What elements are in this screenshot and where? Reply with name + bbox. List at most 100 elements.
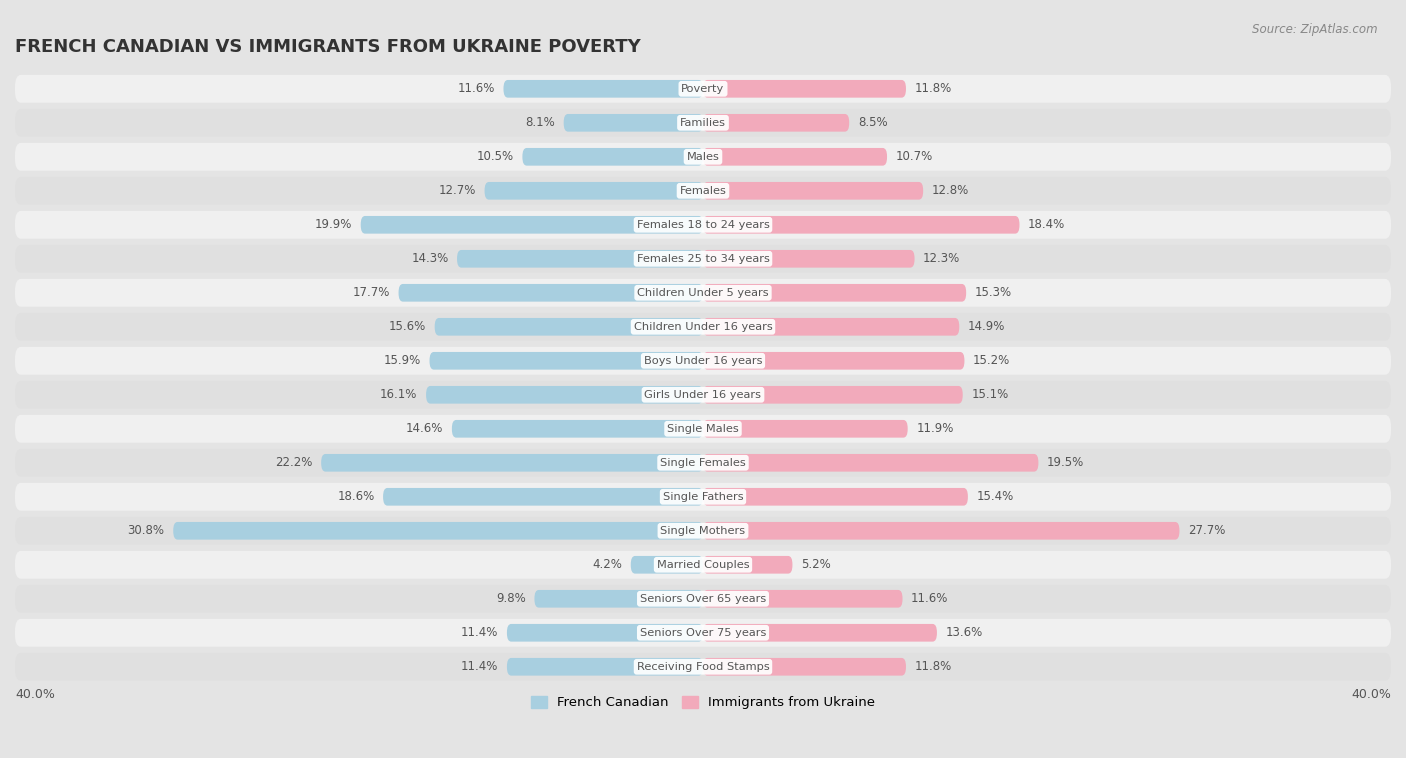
Text: Seniors Over 75 years: Seniors Over 75 years [640,628,766,637]
Text: Girls Under 16 years: Girls Under 16 years [644,390,762,399]
FancyBboxPatch shape [631,556,703,574]
FancyBboxPatch shape [703,556,793,574]
Text: 40.0%: 40.0% [1351,688,1391,701]
Text: 11.8%: 11.8% [914,83,952,96]
Text: Females: Females [679,186,727,196]
Text: 19.5%: 19.5% [1047,456,1084,469]
Text: 14.3%: 14.3% [411,252,449,265]
FancyBboxPatch shape [703,590,903,608]
Text: 19.9%: 19.9% [315,218,352,231]
FancyBboxPatch shape [15,551,1391,578]
FancyBboxPatch shape [451,420,703,437]
FancyBboxPatch shape [15,449,1391,477]
Text: 15.2%: 15.2% [973,354,1011,368]
FancyBboxPatch shape [508,624,703,641]
FancyBboxPatch shape [15,415,1391,443]
FancyBboxPatch shape [703,284,966,302]
FancyBboxPatch shape [321,454,703,471]
FancyBboxPatch shape [485,182,703,199]
FancyBboxPatch shape [508,658,703,675]
Text: 5.2%: 5.2% [801,559,831,572]
Text: 12.8%: 12.8% [932,184,969,197]
Text: Single Males: Single Males [666,424,740,434]
FancyBboxPatch shape [15,585,1391,612]
Text: Single Females: Single Females [661,458,745,468]
Text: Boys Under 16 years: Boys Under 16 years [644,356,762,366]
Text: Married Couples: Married Couples [657,559,749,570]
Text: 12.3%: 12.3% [924,252,960,265]
FancyBboxPatch shape [15,75,1391,103]
Text: 9.8%: 9.8% [496,592,526,606]
FancyBboxPatch shape [15,517,1391,545]
Text: Families: Families [681,117,725,128]
FancyBboxPatch shape [564,114,703,132]
Text: 15.6%: 15.6% [389,321,426,334]
Text: 11.6%: 11.6% [911,592,949,606]
FancyBboxPatch shape [398,284,703,302]
Text: 22.2%: 22.2% [276,456,312,469]
Text: 40.0%: 40.0% [15,688,55,701]
FancyBboxPatch shape [15,313,1391,341]
FancyBboxPatch shape [15,109,1391,136]
Text: 14.6%: 14.6% [406,422,443,435]
Text: Poverty: Poverty [682,84,724,94]
FancyBboxPatch shape [15,143,1391,171]
FancyBboxPatch shape [703,216,1019,233]
Text: 10.7%: 10.7% [896,150,934,163]
FancyBboxPatch shape [15,279,1391,307]
FancyBboxPatch shape [703,624,936,641]
Text: 11.6%: 11.6% [457,83,495,96]
Text: Single Fathers: Single Fathers [662,492,744,502]
FancyBboxPatch shape [434,318,703,336]
Text: Seniors Over 65 years: Seniors Over 65 years [640,594,766,604]
Text: 15.9%: 15.9% [384,354,420,368]
FancyBboxPatch shape [173,522,703,540]
FancyBboxPatch shape [534,590,703,608]
Text: 8.5%: 8.5% [858,116,887,130]
Text: 17.7%: 17.7% [353,287,389,299]
FancyBboxPatch shape [703,182,924,199]
Text: 13.6%: 13.6% [945,626,983,639]
Text: 8.1%: 8.1% [526,116,555,130]
FancyBboxPatch shape [15,619,1391,647]
Text: 4.2%: 4.2% [592,559,623,572]
FancyBboxPatch shape [703,420,908,437]
FancyBboxPatch shape [15,653,1391,681]
FancyBboxPatch shape [457,250,703,268]
Text: 11.9%: 11.9% [917,422,953,435]
Text: 18.4%: 18.4% [1028,218,1066,231]
Text: 10.5%: 10.5% [477,150,513,163]
FancyBboxPatch shape [382,488,703,506]
Text: Children Under 5 years: Children Under 5 years [637,288,769,298]
Legend: French Canadian, Immigrants from Ukraine: French Canadian, Immigrants from Ukraine [526,691,880,715]
FancyBboxPatch shape [15,177,1391,205]
Text: 11.4%: 11.4% [461,626,498,639]
Text: 27.7%: 27.7% [1188,525,1226,537]
Text: Males: Males [686,152,720,161]
Text: Children Under 16 years: Children Under 16 years [634,322,772,332]
FancyBboxPatch shape [703,522,1180,540]
FancyBboxPatch shape [523,148,703,166]
FancyBboxPatch shape [703,352,965,370]
Text: 30.8%: 30.8% [128,525,165,537]
FancyBboxPatch shape [503,80,703,98]
Text: Receiving Food Stamps: Receiving Food Stamps [637,662,769,672]
FancyBboxPatch shape [703,80,905,98]
FancyBboxPatch shape [703,114,849,132]
FancyBboxPatch shape [703,318,959,336]
Text: Source: ZipAtlas.com: Source: ZipAtlas.com [1253,23,1378,36]
Text: 14.9%: 14.9% [967,321,1005,334]
Text: 15.1%: 15.1% [972,388,1008,401]
Text: 12.7%: 12.7% [439,184,477,197]
FancyBboxPatch shape [703,148,887,166]
FancyBboxPatch shape [15,381,1391,409]
Text: 11.8%: 11.8% [914,660,952,673]
FancyBboxPatch shape [703,658,905,675]
FancyBboxPatch shape [15,483,1391,511]
FancyBboxPatch shape [703,250,914,268]
FancyBboxPatch shape [426,386,703,403]
Text: 18.6%: 18.6% [337,490,374,503]
FancyBboxPatch shape [703,454,1039,471]
Text: 16.1%: 16.1% [380,388,418,401]
Text: FRENCH CANADIAN VS IMMIGRANTS FROM UKRAINE POVERTY: FRENCH CANADIAN VS IMMIGRANTS FROM UKRAI… [15,38,641,56]
